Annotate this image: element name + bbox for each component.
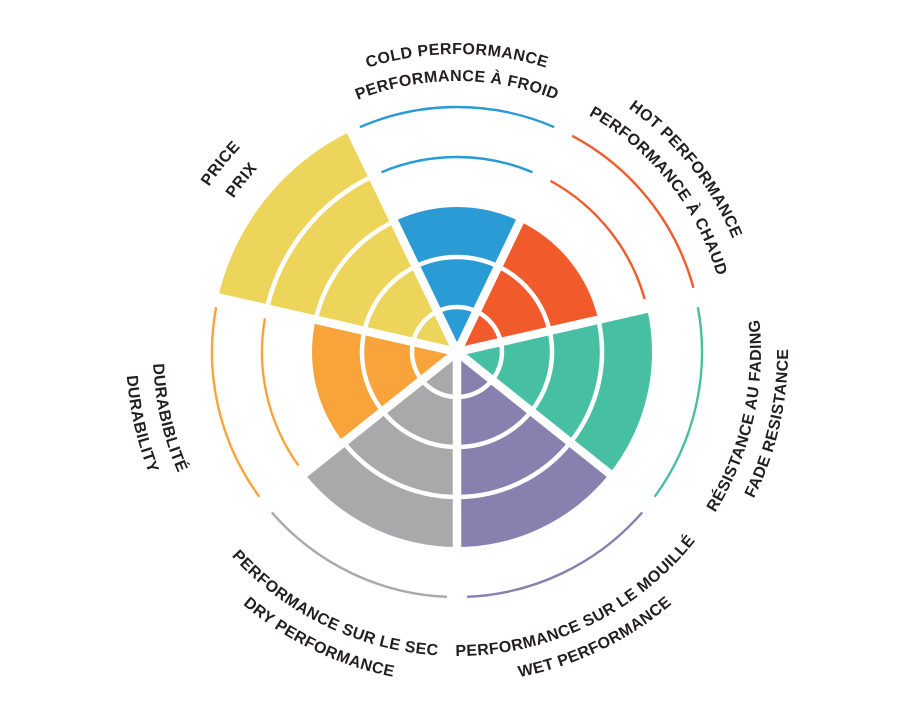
dry-performance-ring-divider-3	[341, 441, 458, 500]
wet-performance-ring-divider-3	[456, 441, 573, 500]
cold-performance-level-arc-4	[381, 155, 533, 174]
price-ring-divider-4	[264, 174, 374, 310]
sector-gap-spoke-1	[453, 123, 571, 354]
wet-performance-wedge	[457, 352, 610, 547]
cold-performance-ring-divider-2	[414, 254, 500, 269]
price-ring-divider-3	[313, 219, 396, 321]
wet-performance-level-arc-5	[466, 511, 644, 598]
fade-resistance-level-arc-5	[653, 307, 704, 498]
wet-performance-ring-divider-2	[456, 409, 534, 450]
hot-performance-ring-divider-2	[497, 264, 552, 332]
level-arcs-layer	[210, 105, 704, 598]
sector-gap-spoke-6	[210, 291, 458, 357]
fade-resistance-ring-divider-3	[568, 319, 605, 444]
cold-performance-label-text-en: COLD PERFORMANCE	[364, 41, 550, 72]
wedges-layer	[218, 131, 652, 547]
price-wedge	[218, 131, 457, 352]
sector-gap-spoke-5	[257, 348, 460, 513]
hot-performance-level-arc-5	[571, 134, 695, 289]
sector-gap-spoke-0	[343, 123, 461, 354]
cold-performance-label-fr: PERFORMANCE À FROID	[353, 68, 561, 104]
sector-gaps-layer	[210, 123, 704, 604]
durability-level-arc-5	[210, 307, 261, 498]
cold-performance-label-text-fr: PERFORMANCE À FROID	[353, 68, 560, 104]
durability-wedge	[312, 319, 457, 443]
durability-level-arc-4	[260, 318, 300, 467]
hot-performance-level-arc-4	[549, 179, 646, 300]
dry-performance-ring-divider-2	[380, 409, 458, 450]
cold-performance-wedge	[394, 207, 520, 352]
hot-performance-label-en: HOT PERFORMANCE	[626, 98, 745, 241]
sector-gap-spoke-3	[454, 348, 657, 513]
cold-performance-label-en: COLD PERFORMANCE	[364, 41, 550, 72]
sector-gap-spoke-2	[456, 291, 704, 357]
hot-performance-label-text-en: HOT PERFORMANCE	[626, 98, 744, 241]
price-ring-divider-2	[362, 264, 417, 332]
durability-ring-divider-2	[359, 330, 385, 413]
dry-performance-wedge	[304, 352, 457, 547]
cold-performance-level-arc-5	[359, 105, 555, 129]
fade-resistance-ring-divider-2	[529, 330, 555, 413]
dry-performance-level-arc-5	[270, 511, 448, 598]
